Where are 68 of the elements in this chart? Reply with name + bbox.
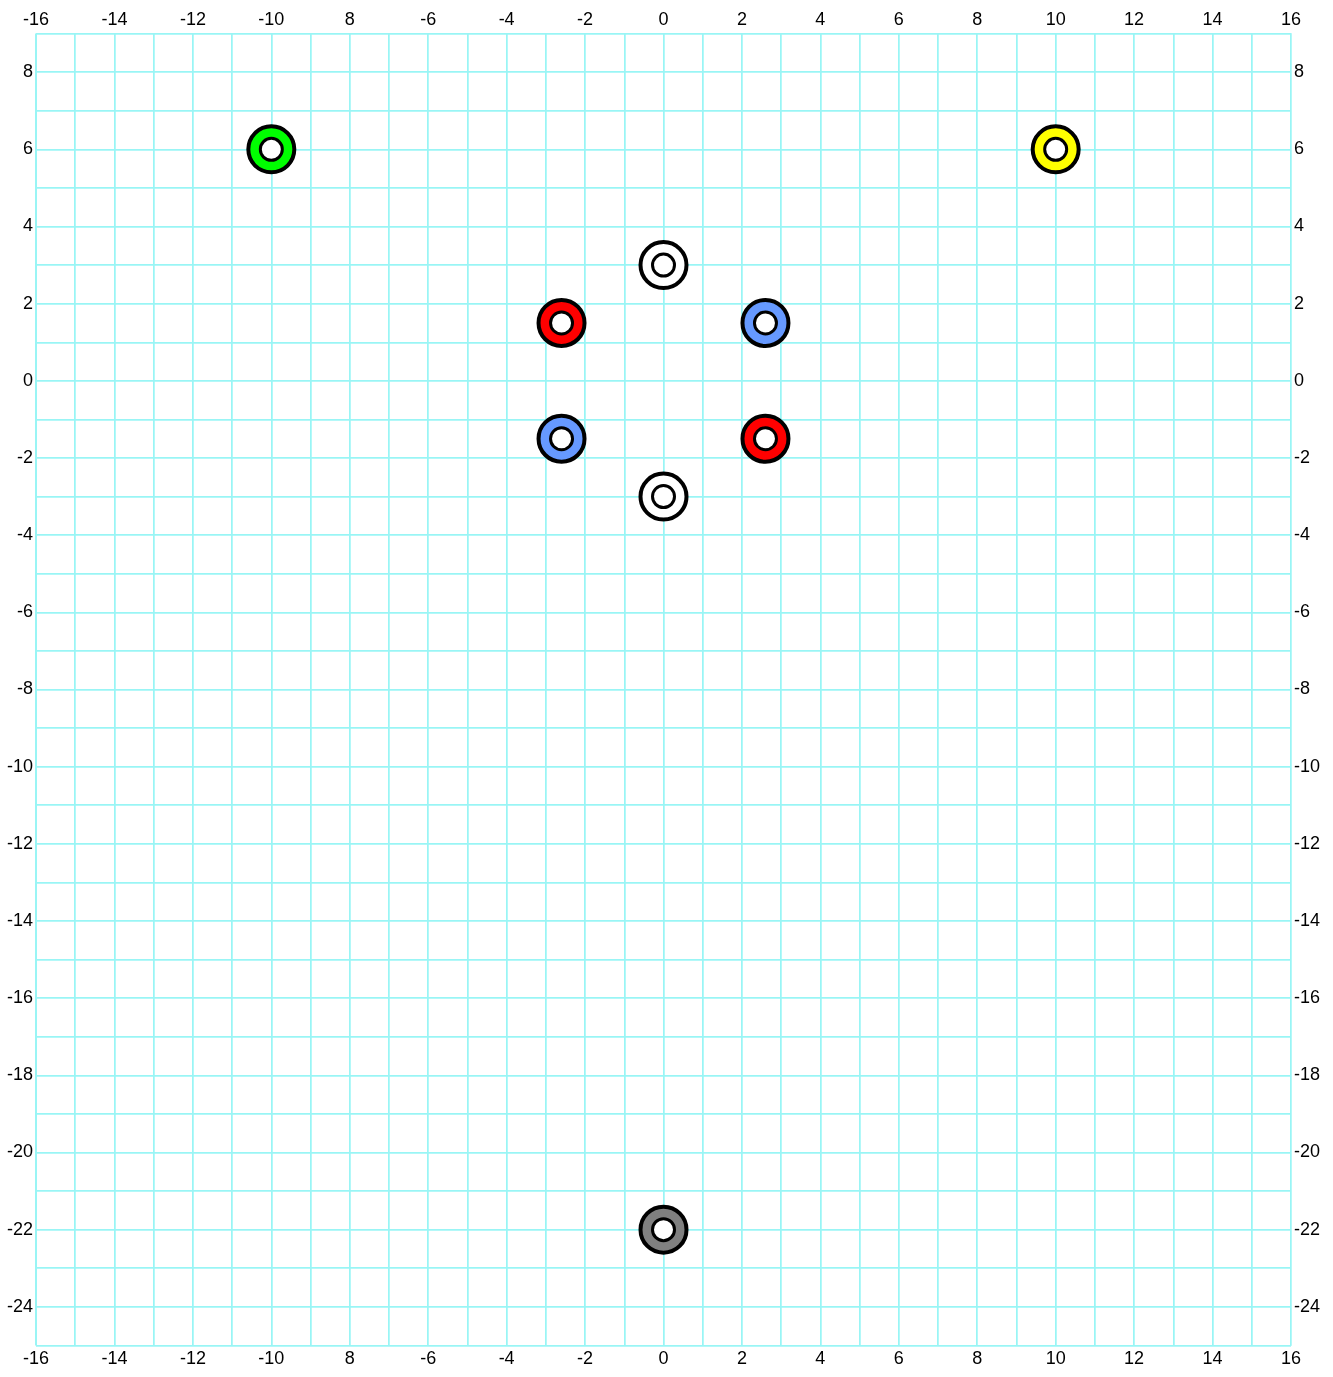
y-tick-label: 0 <box>23 369 34 390</box>
x2-tick-label: -6 <box>420 8 437 29</box>
y2-tick-label: 8 <box>1293 61 1304 82</box>
y-tick-label: 8 <box>23 61 34 82</box>
y2-tick-label: 0 <box>1293 369 1304 390</box>
x-tick-label: 2 <box>736 1348 747 1369</box>
y2-tick-label: -6 <box>1293 601 1310 622</box>
y2-tick-label: -12 <box>1293 832 1320 853</box>
x-tick-label: 14 <box>1202 1348 1223 1369</box>
x-tick-label: 10 <box>1045 1348 1066 1369</box>
y-tick-label: -12 <box>7 832 34 853</box>
y-tick-label: -8 <box>17 678 34 699</box>
x-tick-label: -14 <box>101 1348 128 1369</box>
x2-tick-label: 10 <box>1045 8 1066 29</box>
x2-tick-label: 14 <box>1202 8 1223 29</box>
y-tick-label: -2 <box>17 446 34 467</box>
y-tick-label: 2 <box>23 292 34 313</box>
y-tick-label: -4 <box>17 524 34 545</box>
x2-tick-label: 8 <box>344 8 355 29</box>
y2-tick-label: -24 <box>1293 1295 1320 1316</box>
x-tick-label: 8 <box>344 1348 355 1369</box>
x2-tick-label: -14 <box>101 8 128 29</box>
y-tick-label: -22 <box>7 1218 34 1239</box>
x-tick-label: -4 <box>498 1348 515 1369</box>
x2-tick-label: -12 <box>179 8 206 29</box>
y2-tick-label: -2 <box>1293 446 1310 467</box>
x-tick-label: -10 <box>258 1348 285 1369</box>
y-tick-label: -20 <box>7 1141 34 1162</box>
y-tick-label: -24 <box>7 1295 34 1316</box>
x2-tick-label: 4 <box>815 8 826 29</box>
point <box>638 471 689 522</box>
x-tick-label: 4 <box>815 1348 826 1369</box>
x-tick-label: 6 <box>893 1348 904 1369</box>
y2-tick-label: -4 <box>1293 524 1310 545</box>
y2-tick-label: -18 <box>1293 1064 1320 1085</box>
y2-tick-label: -8 <box>1293 678 1310 699</box>
x2-tick-label: 2 <box>736 8 747 29</box>
x2-tick-label: -4 <box>498 8 515 29</box>
y-tick-label: -18 <box>7 1064 34 1085</box>
x-tick-label: 8 <box>972 1348 983 1369</box>
y2-tick-label: -16 <box>1293 987 1320 1008</box>
x2-tick-label: 16 <box>1280 8 1301 29</box>
y2-tick-label: -14 <box>1293 909 1320 930</box>
y-tick-label: 6 <box>23 138 34 159</box>
y-tick-label: 4 <box>23 215 34 236</box>
y-tick-label: -14 <box>7 909 34 930</box>
x2-tick-label: -2 <box>577 8 594 29</box>
y-tick-label: -6 <box>17 601 34 622</box>
y2-tick-label: 2 <box>1293 292 1304 313</box>
y-tick-label: -16 <box>7 987 34 1008</box>
x2-tick-label: 6 <box>893 8 904 29</box>
x-tick-label: -6 <box>420 1348 437 1369</box>
x-tick-label: -12 <box>179 1348 206 1369</box>
x-tick-label: 16 <box>1280 1348 1301 1369</box>
x-tick-label: 12 <box>1124 1348 1145 1369</box>
x-tick-label: -2 <box>577 1348 594 1369</box>
y2-tick-label: 6 <box>1293 138 1304 159</box>
x2-tick-label: 12 <box>1124 8 1145 29</box>
y2-tick-label: -22 <box>1293 1218 1320 1239</box>
x2-tick-label: 0 <box>658 8 669 29</box>
x2-tick-label: 8 <box>972 8 983 29</box>
y2-tick-label: 4 <box>1293 215 1304 236</box>
x2-tick-label: -10 <box>258 8 285 29</box>
x-tick-label: 0 <box>658 1348 669 1369</box>
y-tick-label: -10 <box>7 755 34 776</box>
y2-tick-label: -20 <box>1293 1141 1320 1162</box>
y2-tick-label: -10 <box>1293 755 1320 776</box>
point <box>638 240 689 291</box>
